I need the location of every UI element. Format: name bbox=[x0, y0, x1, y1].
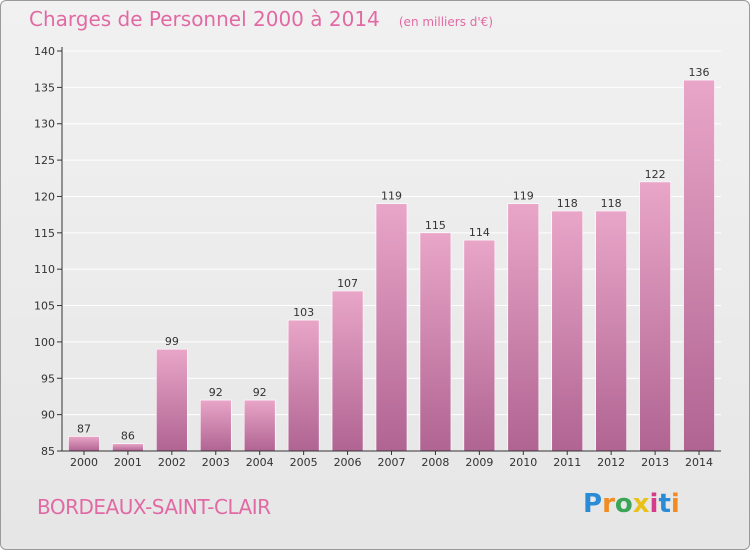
data-label: 122 bbox=[645, 168, 666, 181]
y-tick-label: 85 bbox=[41, 445, 55, 458]
x-tick-label: 2013 bbox=[641, 456, 669, 469]
chart-subtitle: (en milliers d'€) bbox=[398, 15, 493, 29]
logo-letter: o bbox=[614, 489, 633, 519]
bar-2002 bbox=[156, 348, 188, 452]
bar-2004 bbox=[243, 399, 276, 452]
y-tick-label: 130 bbox=[34, 118, 55, 131]
y-tick-label: 95 bbox=[41, 372, 55, 385]
bars bbox=[68, 79, 715, 452]
bar-2010 bbox=[507, 203, 540, 452]
bar-2011 bbox=[551, 210, 584, 452]
x-tick-label: 2014 bbox=[685, 456, 713, 469]
x-tick-label: 2012 bbox=[597, 456, 625, 469]
y-tick-label: 115 bbox=[34, 227, 55, 240]
x-tick-label: 2002 bbox=[158, 456, 186, 469]
x-tick-label: 2004 bbox=[246, 456, 274, 469]
logo-letter: x bbox=[632, 489, 650, 519]
x-tick-label: 2008 bbox=[421, 456, 449, 469]
labels: 85 90 95 100 105 110 115 120 125 130 135 140 87 2000 8… bbox=[34, 45, 713, 469]
logo-letter: t bbox=[658, 489, 671, 519]
proxiti-logo: Proxiti bbox=[583, 489, 680, 519]
bar-2000 bbox=[68, 436, 100, 452]
data-label: 92 bbox=[209, 386, 223, 399]
x-tick-label: 2006 bbox=[334, 456, 362, 469]
bar-2005 bbox=[287, 319, 320, 452]
chart-title: Charges de Personnel 2000 à 2014 bbox=[29, 7, 380, 31]
data-label: 119 bbox=[513, 190, 534, 203]
data-label: 107 bbox=[337, 277, 358, 290]
bar-2013 bbox=[639, 181, 671, 452]
logo-letter: r bbox=[602, 489, 615, 519]
bar-2008 bbox=[419, 232, 452, 452]
bar-2014 bbox=[683, 79, 715, 452]
x-tick-label: 2007 bbox=[378, 456, 406, 469]
bar-2003 bbox=[199, 399, 232, 452]
bar-2006 bbox=[331, 290, 364, 452]
y-tick-label: 105 bbox=[34, 300, 55, 313]
y-tick-label: 140 bbox=[34, 45, 55, 58]
y-tick-label: 120 bbox=[34, 190, 55, 203]
x-tick-label: 2005 bbox=[290, 456, 318, 469]
y-tick-label: 90 bbox=[41, 409, 55, 422]
data-label: 119 bbox=[381, 190, 402, 203]
x-tick-label: 2000 bbox=[70, 456, 98, 469]
data-label: 87 bbox=[77, 422, 91, 435]
title-row: Charges de Personnel 2000 à 2014 (en mil… bbox=[29, 7, 493, 31]
y-tick-label: 110 bbox=[34, 263, 55, 276]
logo-letter: i bbox=[670, 489, 680, 519]
data-label: 99 bbox=[165, 335, 179, 348]
axes bbox=[57, 47, 721, 455]
data-label: 115 bbox=[425, 219, 446, 232]
bar-2009 bbox=[463, 239, 496, 452]
x-tick-label: 2010 bbox=[509, 456, 537, 469]
y-tick-label: 135 bbox=[34, 81, 55, 94]
y-tick-label: 125 bbox=[34, 154, 55, 167]
data-label: 118 bbox=[601, 197, 622, 210]
bar-2001 bbox=[112, 443, 144, 452]
data-label: 103 bbox=[293, 306, 314, 319]
x-tick-label: 2011 bbox=[553, 456, 581, 469]
bar-2007 bbox=[375, 203, 408, 452]
logo-letter: i bbox=[649, 489, 659, 519]
data-label: 92 bbox=[253, 386, 267, 399]
data-label: 114 bbox=[469, 226, 490, 239]
data-label: 118 bbox=[557, 197, 578, 210]
bar-2012 bbox=[595, 210, 627, 452]
data-label: 136 bbox=[689, 66, 710, 79]
y-tick-label: 100 bbox=[34, 336, 55, 349]
logo-letter: P bbox=[583, 489, 603, 519]
x-tick-label: 2003 bbox=[202, 456, 230, 469]
x-tick-label: 2009 bbox=[465, 456, 493, 469]
place-name: BORDEAUX-SAINT-CLAIR bbox=[37, 495, 271, 519]
data-label: 86 bbox=[121, 430, 135, 443]
x-tick-label: 2001 bbox=[114, 456, 142, 469]
